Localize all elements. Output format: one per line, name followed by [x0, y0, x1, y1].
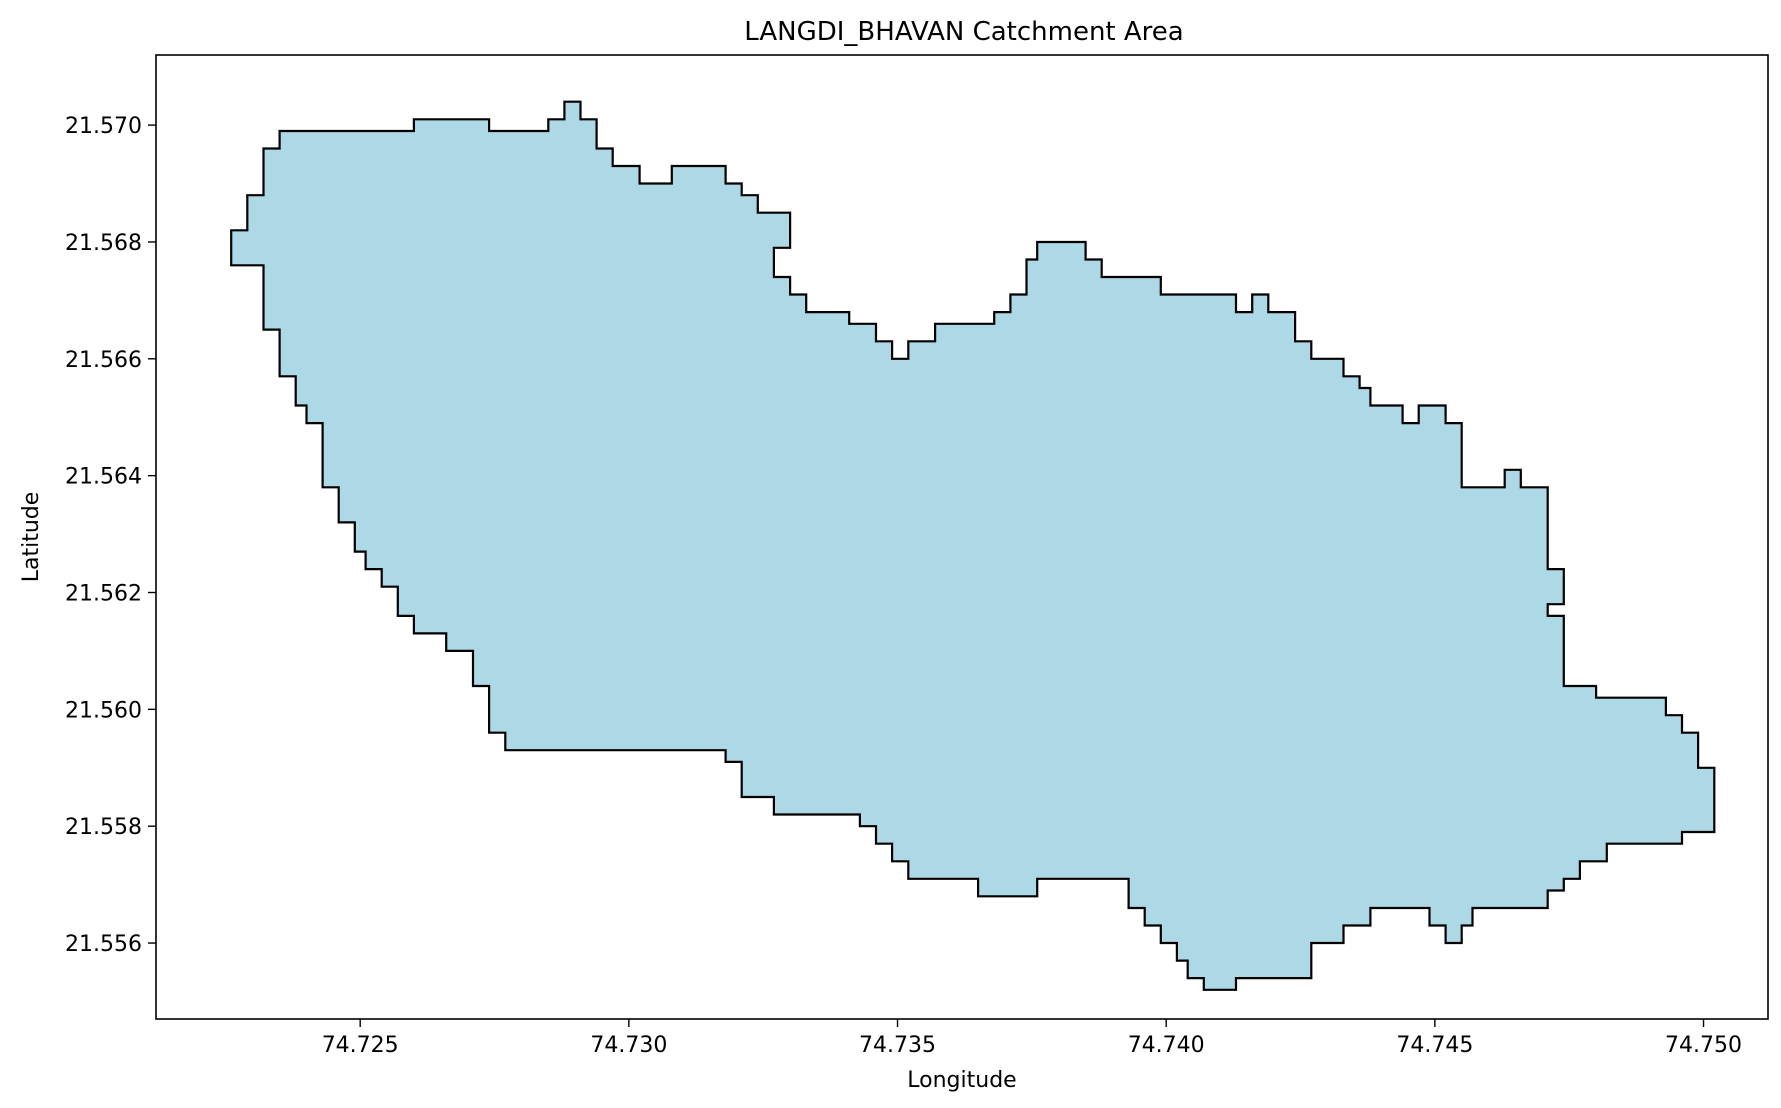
x-tick-label: 74.740	[1128, 1033, 1205, 1058]
x-tick-label: 74.750	[1665, 1033, 1742, 1058]
y-tick-label: 21.566	[65, 348, 142, 373]
x-tick-label: 74.745	[1396, 1033, 1473, 1058]
y-axis: 21.556 21.558 21.560 21.562 21.564 21.566 21.5…	[65, 114, 156, 957]
y-tick-label: 21.564	[65, 465, 142, 490]
catchment-polygon	[230, 100, 1716, 991]
y-tick-label: 21.570	[65, 114, 142, 139]
x-tick-label: 74.735	[859, 1033, 936, 1058]
y-tick-label: 21.562	[65, 582, 142, 607]
y-tick-label: 21.558	[65, 815, 142, 840]
plot-area	[230, 100, 1716, 991]
y-axis-title: Latitude	[19, 492, 44, 583]
x-axis: 74.725 74.730 74.735 74.740 74.745 74.750	[322, 1019, 1742, 1058]
x-axis-title: Longitude	[907, 1068, 1016, 1093]
chart-title: LANGDI_BHAVAN Catchment Area	[744, 17, 1183, 47]
x-tick-label: 74.730	[590, 1033, 667, 1058]
x-tick-label: 74.725	[322, 1033, 399, 1058]
plot-frame	[155, 54, 1769, 1020]
y-tick-label: 21.556	[65, 932, 142, 957]
y-tick-label: 21.560	[65, 698, 142, 723]
y-tick-label: 21.568	[65, 231, 142, 256]
